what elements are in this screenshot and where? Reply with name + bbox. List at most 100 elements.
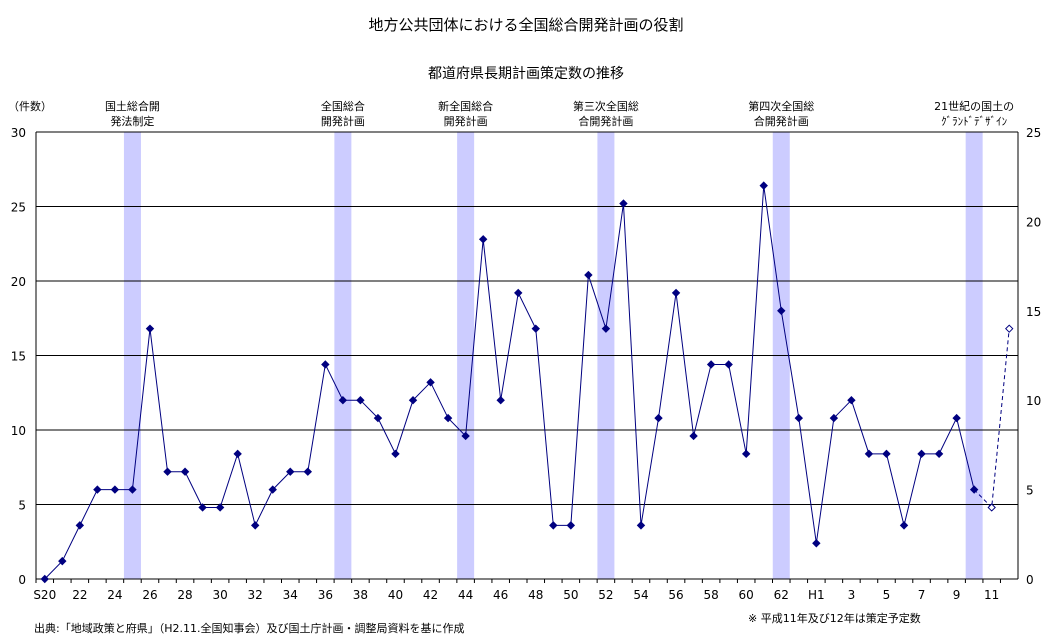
data-point (899, 521, 909, 530)
x-tick-label: 54 (633, 588, 648, 602)
data-point (549, 521, 558, 530)
data-point (321, 360, 330, 369)
x-tick-label: 7 (918, 588, 926, 602)
data-point (759, 181, 768, 190)
x-tick-label: 42 (423, 588, 438, 602)
x-tick-label: H1 (808, 588, 825, 602)
data-point (233, 449, 242, 459)
y-tick-label: 25 (11, 201, 26, 215)
y2-tick-label: 20 (1026, 215, 1041, 229)
plan-band-label: 全国総合 (321, 99, 365, 113)
x-tick-label: 32 (248, 588, 263, 602)
y-tick-label: 5 (18, 499, 26, 513)
x-tick-label: 44 (458, 588, 473, 602)
data-point (478, 235, 488, 244)
data-point (689, 431, 698, 441)
data-point (110, 485, 120, 494)
x-tick-label: 22 (72, 588, 87, 602)
data-point (75, 521, 85, 530)
y-axis-label: （件数） (8, 100, 52, 113)
footnote: ※ 平成11年及び12年は策定予定数 (748, 611, 921, 625)
data-point (952, 413, 961, 423)
plan-band-label: 開発計画 (321, 114, 365, 128)
data-point (40, 574, 49, 584)
x-tick-label: 9 (953, 588, 961, 602)
y-tick-label: 15 (11, 350, 26, 364)
plan-band-label: ｸﾞﾗﾝﾄﾞﾃﾞｻﾞｲﾝ (941, 115, 1007, 128)
data-point (741, 449, 751, 459)
source-note: 出典:「地域政策と府県」（H2.11.全国知事会）及び国土庁計画・調整局資料を基… (34, 621, 464, 635)
y2-tick-label: 5 (1026, 484, 1034, 498)
plan-band-label: 21世紀の国土の (934, 100, 1014, 113)
data-point (443, 413, 453, 423)
chart-title: 地方公共団体における全国総合開発計画の役割 (368, 16, 683, 34)
data-point (303, 467, 313, 476)
data-point (514, 288, 523, 298)
series-lines (40, 181, 1014, 584)
y-tick-label: 20 (11, 275, 26, 289)
x-tick-label: 60 (739, 588, 754, 602)
data-point (636, 521, 646, 530)
y-tick-label: 30 (11, 126, 26, 140)
data-point (461, 431, 470, 441)
data-point (777, 306, 786, 316)
data-point (250, 521, 260, 530)
x-tick-label: 26 (142, 588, 157, 602)
plan-labels: 国土総合開発法制定全国総合開発計画新全国総合開発計画第三次全国総合開発計画第四次… (105, 99, 1014, 128)
plan-band-label: 合開発計画 (578, 114, 633, 128)
data-point (496, 395, 505, 405)
series-line (44, 185, 975, 580)
data-point (268, 485, 277, 494)
x-tick-label: 5 (883, 588, 891, 602)
data-point (619, 199, 628, 208)
data-point (601, 324, 611, 333)
y-tick-label: 10 (11, 424, 26, 438)
plan-band-label: 第三次全国総 (573, 99, 639, 113)
x-tick-label: 48 (528, 588, 543, 602)
x-tick-label: 36 (318, 588, 333, 602)
x-tick-label: 30 (212, 588, 227, 602)
x-tick-label: 11 (984, 588, 999, 602)
data-point (286, 467, 295, 476)
data-point (356, 395, 365, 405)
plan-band-label: 国土総合開 (105, 99, 160, 113)
x-tick-label: S20 (33, 588, 56, 602)
y2-tick-label: 15 (1026, 305, 1041, 319)
plan-band-label: 第四次全国総 (748, 99, 814, 113)
data-point (408, 395, 418, 405)
plan-band-label: 合開発計画 (754, 114, 809, 128)
x-tick-label: 38 (353, 588, 368, 602)
data-point (198, 503, 207, 512)
data-point (584, 270, 593, 280)
plan-band-label: 開発計画 (444, 114, 488, 128)
data-point (373, 413, 383, 423)
x-tick-label: 40 (388, 588, 403, 602)
data-point (671, 288, 681, 298)
data-point (724, 360, 733, 369)
x-tick-label: 58 (703, 588, 718, 602)
data-point (215, 503, 225, 512)
data-point (93, 485, 102, 494)
data-point (794, 413, 804, 423)
x-tick-label: 50 (563, 588, 578, 602)
series-line (973, 328, 1010, 509)
data-point (882, 449, 891, 459)
data-point (847, 395, 856, 405)
data-point (128, 485, 137, 494)
y-tick-label: 0 (18, 573, 26, 587)
plan-band-label: 新全国総合 (438, 99, 493, 113)
x-tick-label: 34 (283, 588, 298, 602)
x-tick-label: 46 (493, 588, 508, 602)
data-point (531, 324, 540, 333)
chart-subtitle: 都道府県長期計画策定数の推移 (428, 65, 624, 82)
plan-band-label: 発法制定 (110, 114, 154, 128)
x-tick-label: 28 (177, 588, 192, 602)
data-point (917, 449, 926, 459)
data-point (1005, 324, 1014, 333)
x-tick-label: 24 (107, 588, 122, 602)
data-point (338, 395, 348, 405)
data-point (654, 413, 663, 423)
data-point (58, 556, 67, 566)
data-point (163, 467, 172, 476)
